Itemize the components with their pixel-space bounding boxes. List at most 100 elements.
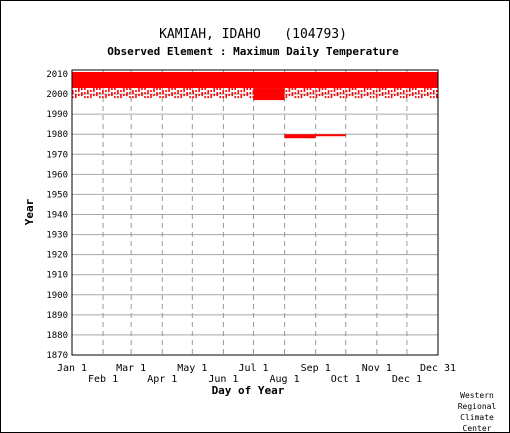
observation-mark — [240, 96, 243, 99]
observation-mark — [429, 88, 432, 91]
observation-mark — [417, 96, 420, 99]
observation-mark — [372, 90, 375, 93]
observation-mark — [315, 96, 318, 99]
observation-mark — [324, 88, 327, 91]
observation-mark — [75, 94, 77, 97]
observation-mark — [423, 94, 426, 97]
x-axis-label: Day of Year — [212, 384, 285, 397]
observation-mark — [284, 134, 316, 139]
observation-mark — [120, 96, 122, 99]
observation-mark — [231, 94, 234, 97]
observation-mark — [81, 88, 83, 91]
observation-mark — [366, 88, 369, 91]
observation-mark — [303, 88, 306, 91]
observation-mark — [237, 90, 240, 93]
y-tick-label: 1890 — [46, 311, 68, 321]
observation-mark — [225, 96, 228, 99]
observation-mark — [189, 96, 191, 99]
observation-mark — [288, 94, 291, 97]
observation-mark — [189, 88, 191, 91]
observation-mark — [411, 94, 414, 97]
observation-mark — [399, 96, 402, 99]
observation-mark — [72, 72, 438, 89]
observation-mark — [363, 94, 366, 97]
observation-mark — [327, 92, 330, 95]
observation-mark — [333, 94, 336, 97]
observation-mark — [369, 88, 372, 91]
observation-mark — [357, 92, 360, 95]
observation-mark — [138, 94, 140, 97]
x-tick-label: Jan 1 — [57, 363, 87, 374]
observation-mark — [126, 94, 128, 97]
observation-mark — [216, 94, 218, 97]
observation-mark — [330, 90, 333, 93]
observation-mark — [354, 92, 357, 95]
observation-mark — [228, 94, 231, 97]
observation-mark — [249, 88, 252, 91]
observation-mark — [234, 88, 237, 91]
observation-mark — [402, 90, 405, 93]
x-tick-label: Dec 1 — [392, 374, 422, 385]
observation-mark — [372, 96, 375, 99]
observation-mark — [360, 96, 363, 99]
x-tick-label: Feb 1 — [88, 374, 118, 385]
observation-mark — [237, 96, 240, 99]
observation-mark — [294, 92, 297, 95]
observation-mark — [90, 94, 92, 97]
observation-mark — [96, 92, 98, 95]
observation-mark — [312, 90, 315, 93]
observation-mark — [366, 92, 369, 95]
observation-mark — [417, 90, 420, 93]
observation-mark — [156, 88, 158, 91]
observation-mark — [186, 92, 188, 95]
observation-mark — [321, 94, 324, 97]
observation-mark — [288, 88, 291, 91]
observation-mark — [138, 90, 140, 93]
observation-mark — [141, 94, 143, 97]
observation-mark — [135, 90, 137, 93]
observation-mark — [342, 92, 345, 95]
observation-mark — [189, 92, 191, 95]
y-tick-labels: 1870 1880 1890 1900 1910 1920 1930 1940 1950 1960… — [46, 70, 68, 361]
y-tick-label: 1880 — [46, 331, 68, 341]
observation-mark — [186, 88, 188, 91]
observation-mark — [222, 92, 225, 95]
x-tick-label: May 1 — [177, 363, 207, 374]
observation-mark — [414, 88, 417, 91]
observation-mark — [240, 94, 243, 97]
observation-mark — [135, 94, 137, 97]
observation-mark — [72, 90, 74, 93]
observation-mark — [312, 92, 315, 95]
observation-mark — [102, 92, 104, 95]
observation-mark — [123, 94, 125, 97]
observation-mark — [393, 90, 396, 93]
observation-mark — [117, 96, 119, 99]
observation-mark — [253, 88, 285, 101]
y-tick-label: 1910 — [46, 271, 68, 281]
observation-mark — [342, 90, 345, 93]
observation-mark — [207, 92, 209, 95]
observation-mark — [96, 88, 98, 91]
observation-mark — [159, 92, 161, 95]
observation-mark — [219, 92, 222, 95]
observation-mark — [432, 96, 435, 99]
observation-mark — [150, 96, 152, 99]
credit-block: Western Regional Climate Center — [458, 391, 497, 433]
observation-mark — [96, 94, 98, 97]
observation-mark — [201, 92, 203, 95]
observation-mark — [411, 92, 414, 95]
y-tick-label: 1930 — [46, 231, 68, 241]
observation-block — [72, 72, 438, 89]
observation-mark — [246, 88, 249, 91]
observation-mark — [99, 88, 101, 91]
observation-mark — [390, 96, 393, 99]
observation-mark — [420, 90, 423, 93]
observation-mark — [228, 88, 231, 91]
observation-mark — [111, 92, 113, 95]
observation-mark — [126, 92, 128, 95]
observation-mark — [429, 92, 432, 95]
observation-mark — [387, 92, 390, 95]
chart-title: KAMIAH, IDAHO (104793) — [159, 27, 347, 42]
observation-mark — [78, 90, 80, 93]
